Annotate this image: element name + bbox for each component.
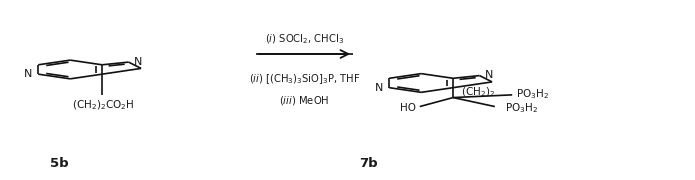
Text: ($i$) SOCl$_2$, CHCl$_3$: ($i$) SOCl$_2$, CHCl$_3$: [265, 33, 344, 46]
Text: 7b: 7b: [359, 157, 377, 170]
Text: (CH$_2$)$_2$CO$_2$H: (CH$_2$)$_2$CO$_2$H: [72, 99, 135, 112]
Text: 5b: 5b: [50, 157, 68, 170]
Text: PO$_3$H$_2$: PO$_3$H$_2$: [505, 101, 539, 115]
Text: N: N: [24, 69, 32, 79]
Text: N: N: [375, 83, 383, 93]
Text: HO: HO: [400, 103, 416, 113]
Text: N: N: [133, 57, 142, 67]
Text: ($iii$) MeOH: ($iii$) MeOH: [279, 94, 329, 107]
Text: (CH$_2$)$_2$: (CH$_2$)$_2$: [461, 86, 496, 99]
Text: N: N: [484, 70, 493, 80]
Text: PO$_3$H$_2$: PO$_3$H$_2$: [516, 87, 549, 101]
Text: ($ii$) [(CH$_3$)$_3$SiO]$_3$P, THF: ($ii$) [(CH$_3$)$_3$SiO]$_3$P, THF: [249, 72, 360, 86]
